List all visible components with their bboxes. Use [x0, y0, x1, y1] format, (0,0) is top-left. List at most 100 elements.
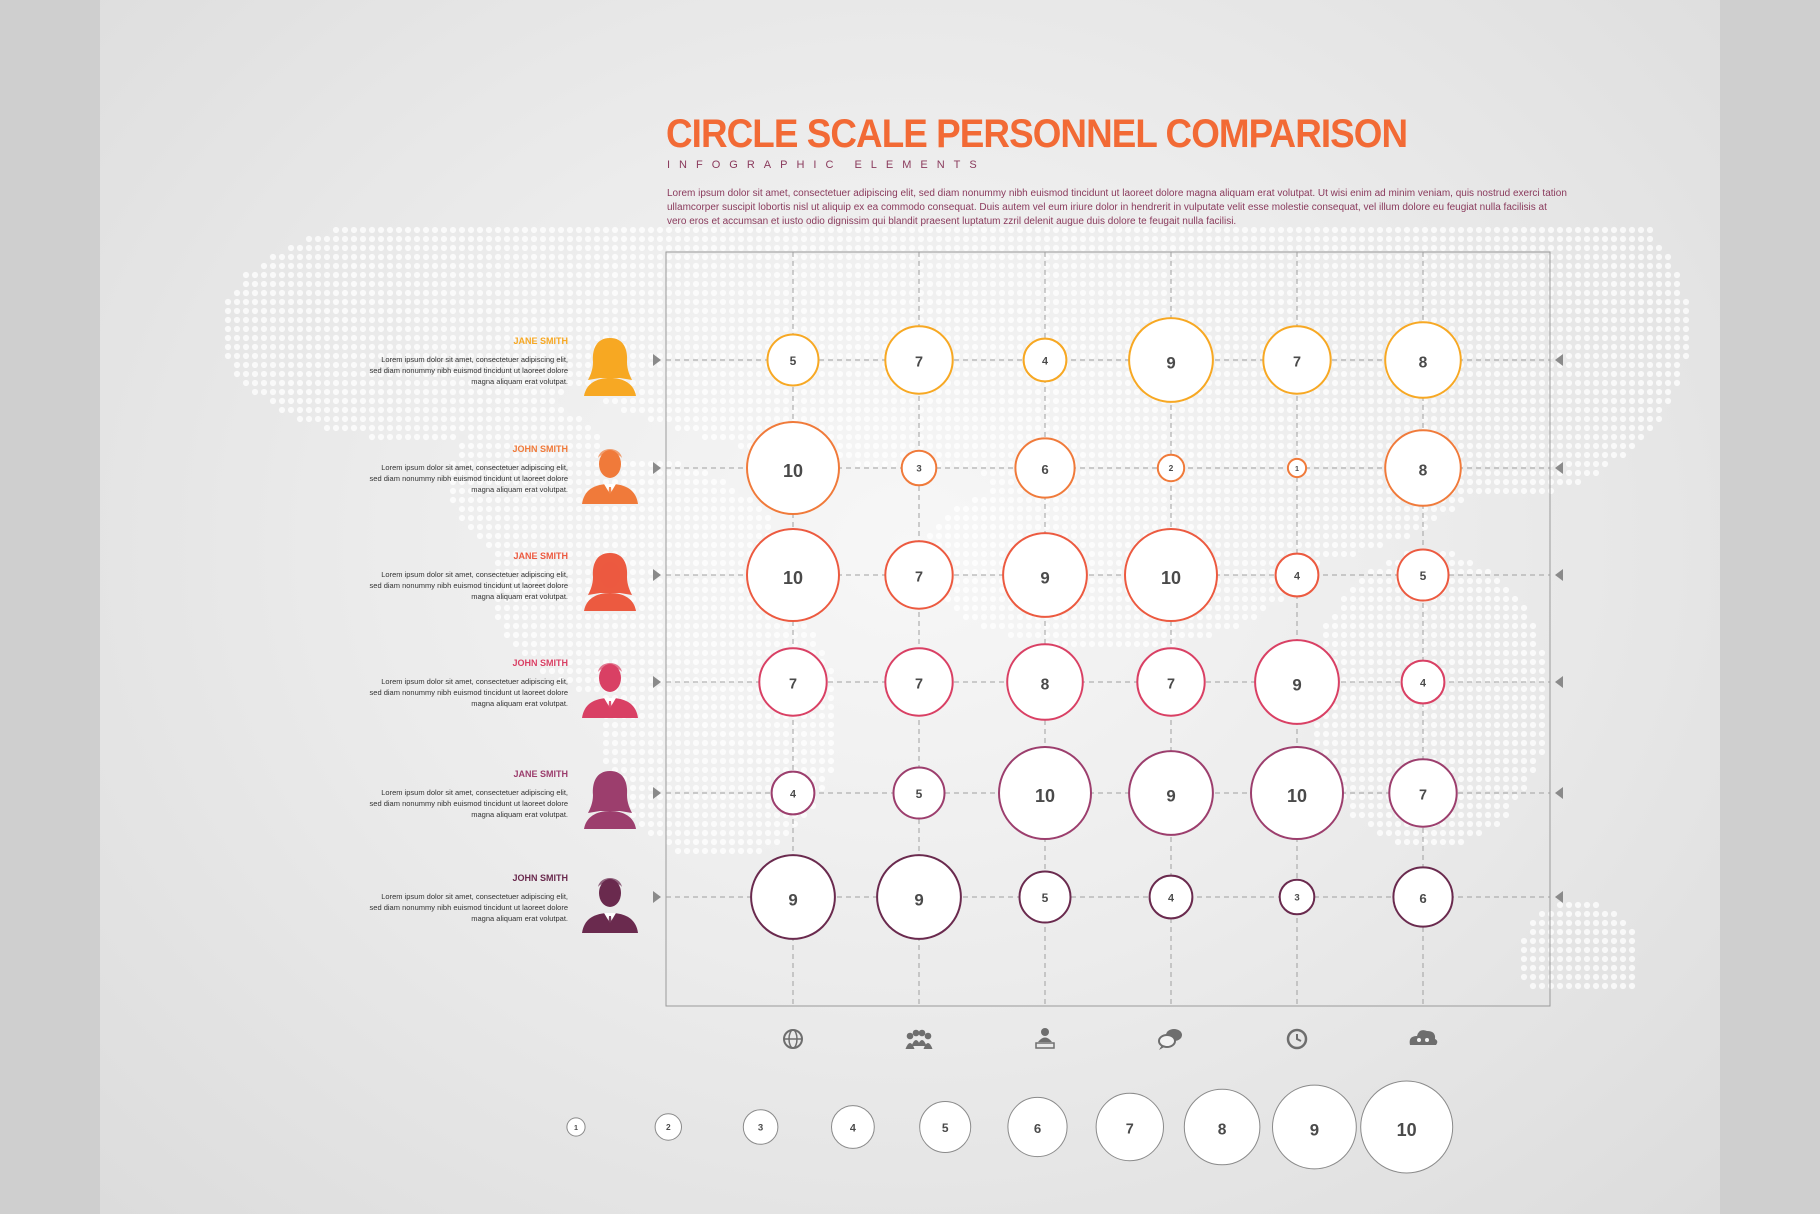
person-row-label: JOHN SMITH Lorem ipsum dolor sit amet, co…: [100, 658, 640, 738]
female-avatar-icon: [584, 771, 636, 829]
male-avatar-icon: [582, 449, 638, 504]
chat-bubbles-icon: [1158, 1029, 1182, 1050]
legend-scale-bubble: 1: [566, 1117, 586, 1137]
legend-scale-bubble: 9: [1272, 1084, 1357, 1170]
bubble-circle: [750, 854, 836, 940]
bubble: 6: [1392, 866, 1454, 928]
bubble: 7: [884, 540, 954, 610]
legend-value-label: 6: [1034, 1121, 1041, 1136]
bubble-value-label: 7: [915, 355, 923, 371]
male-avatar-icon: [582, 663, 638, 718]
bubble-value-label: 3: [916, 463, 921, 474]
bubble-matrix-chart: 5 7 4 9 7 8 10 3 6 2 1 8 10 7 9 10 4 5 7 7 8 7 9 4 4 5 10 9 10 7 9 9 5 4 3…: [566, 251, 1563, 1174]
bubble: 9: [876, 854, 962, 940]
bubble-value-label: 7: [1167, 677, 1175, 693]
bubble: 4: [1274, 552, 1320, 598]
chart-frame: [665, 251, 1551, 1007]
bubble-circle: [1018, 870, 1072, 924]
cloud-users-icon: [1409, 1030, 1438, 1045]
bubble-value-label: 5: [790, 354, 797, 368]
bubble-value-label: 8: [1419, 355, 1428, 372]
legend-value-label: 8: [1218, 1122, 1227, 1139]
legend-circle: [1007, 1096, 1068, 1158]
bubble-value-label: 9: [1040, 568, 1049, 587]
bubble-circle: [1388, 758, 1458, 828]
bubble: 10: [746, 421, 840, 515]
bubble-circle: [770, 770, 816, 816]
bubble-circle: [1400, 659, 1446, 705]
legend-circle: [1183, 1088, 1261, 1166]
infographic-canvas: CIRCLE SCALE PERSONNEL COMPARISON INFOGR…: [100, 0, 1720, 1214]
female-avatar-icon: [584, 338, 636, 396]
row-marker-left-icon: [653, 891, 661, 903]
bubble-circle: [1006, 643, 1084, 721]
bubble-value-label: 6: [1419, 891, 1426, 906]
person-name: JANE SMITH: [513, 769, 568, 779]
legend-value-label: 3: [758, 1122, 763, 1133]
person-name: JOHN SMITH: [512, 873, 568, 883]
bubble-value-label: 9: [1292, 675, 1301, 694]
female-avatar-icon: [584, 553, 636, 611]
bubble-circle: [746, 421, 840, 515]
bubble: 8: [1384, 321, 1462, 399]
bubble: 3: [1278, 878, 1316, 916]
globe-icon: [783, 1029, 803, 1049]
bubble: 4: [1400, 659, 1446, 705]
legend-scale-bubble: 4: [831, 1105, 875, 1149]
person-name: JOHN SMITH: [512, 658, 568, 668]
row-marker-right-icon: [1555, 354, 1563, 366]
bubble-circle: [1262, 325, 1332, 395]
page-subtitle: INFOGRAPHIC ELEMENTS: [667, 159, 986, 171]
page-title: CIRCLE SCALE PERSONNEL COMPARISON: [666, 112, 1408, 156]
bubble-value-label: 7: [789, 677, 797, 693]
person-description: Lorem ipsum dolor sit amet, consectetuer…: [369, 355, 568, 386]
people-group-icon: [905, 1029, 933, 1049]
bubble: 1: [1286, 457, 1308, 479]
bubble-circle: [1278, 878, 1316, 916]
person-description: Lorem ipsum dolor sit amet, consectetuer…: [369, 570, 568, 601]
bubble-circle: [1384, 321, 1462, 399]
bubble-circle: [1128, 317, 1214, 403]
bubble-circle: [1392, 866, 1454, 928]
person-row-label: JANE SMITH Lorem ipsum dolor sit amet, co…: [100, 551, 640, 631]
bubble: 6: [1014, 437, 1076, 499]
person-row-label: JOHN SMITH Lorem ipsum dolor sit amet, co…: [100, 444, 640, 524]
row-marker-left-icon: [653, 676, 661, 688]
bubble-value-label: 10: [783, 568, 803, 588]
row-marker-left-icon: [653, 569, 661, 581]
bubble: 10: [1124, 528, 1218, 622]
bubble: 9: [750, 854, 836, 940]
bubble-value-label: 4: [1042, 355, 1048, 367]
user-laptop-icon: [1035, 1028, 1055, 1049]
bubble-value-label: 6: [1041, 462, 1048, 477]
bubble: 10: [746, 528, 840, 622]
bubble-circle: [1148, 874, 1194, 920]
bubble-circle: [1274, 552, 1320, 598]
bubble: 5: [766, 333, 820, 387]
legend-circle: [1272, 1084, 1357, 1170]
bubble-value-label: 2: [1169, 463, 1174, 473]
person-name: JANE SMITH: [513, 551, 568, 561]
legend-value-label: 5: [942, 1121, 949, 1135]
row-marker-left-icon: [653, 354, 661, 366]
bubble: 10: [998, 746, 1092, 840]
bubble: 7: [884, 647, 954, 717]
bubble-value-label: 7: [915, 570, 923, 586]
bubble: 2: [1156, 453, 1186, 483]
bubble: 4: [1148, 874, 1194, 920]
bubble-value-label: 3: [1294, 892, 1299, 903]
bubble: 7: [884, 325, 954, 395]
row-marker-right-icon: [1555, 787, 1563, 799]
bubble: 9: [1254, 639, 1340, 725]
bubble: 5: [1018, 870, 1072, 924]
bubble-circle: [892, 766, 946, 820]
bubble-circle: [758, 647, 828, 717]
bubble-value-label: 4: [790, 788, 796, 800]
legend-circle: [742, 1109, 779, 1145]
bubble-circle: [1250, 746, 1344, 840]
person-description: Lorem ipsum dolor sit amet, consectetuer…: [369, 677, 568, 708]
legend-scale-bubble: 8: [1183, 1088, 1261, 1166]
legend-circle: [1360, 1080, 1454, 1174]
bubble-value-label: 8: [1041, 677, 1050, 694]
row-marker-left-icon: [653, 787, 661, 799]
